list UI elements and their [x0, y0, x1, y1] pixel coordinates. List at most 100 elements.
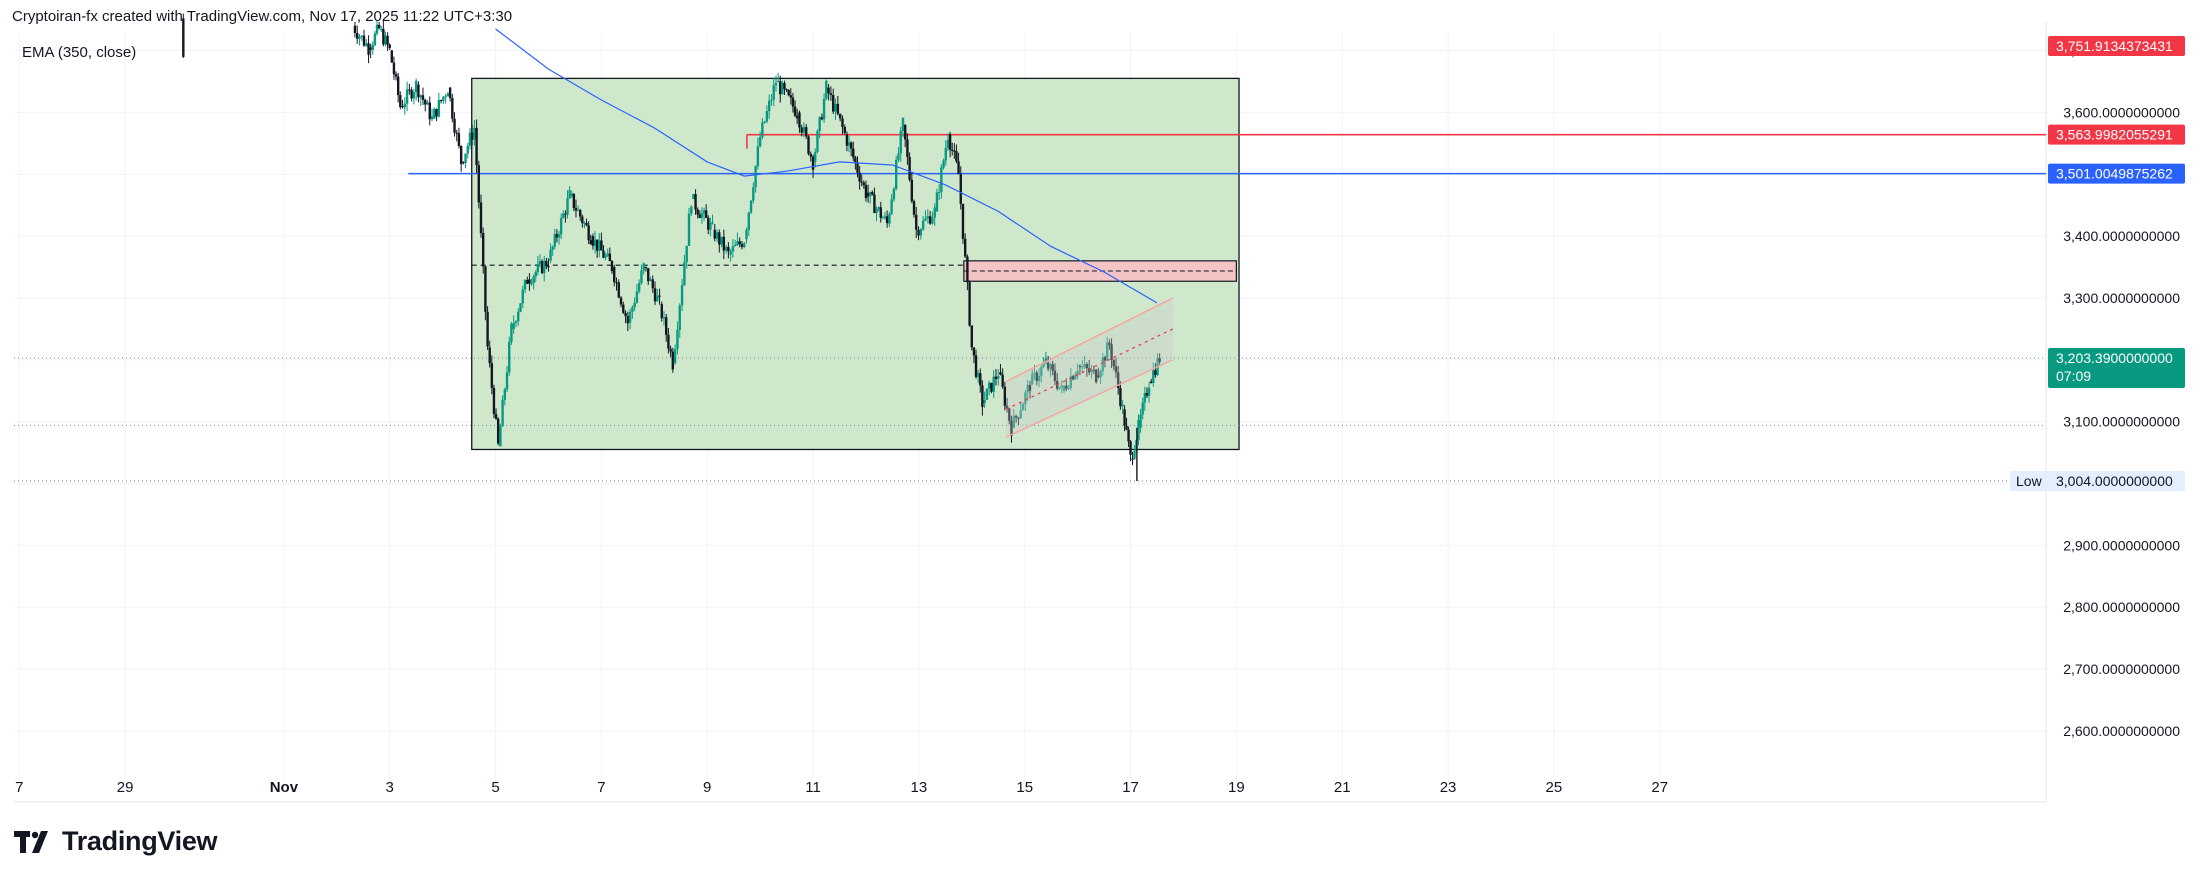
candle-body: [390, 50, 394, 63]
candle-body: [1008, 408, 1011, 421]
candle-body: [408, 89, 411, 91]
candle-body: [931, 217, 934, 224]
candle-body: [910, 179, 914, 202]
candle-body: [740, 244, 744, 248]
tradingview-logo-icon: [14, 830, 48, 853]
candle-body: [718, 232, 721, 245]
candle-body: [772, 85, 775, 100]
candle-body: [912, 201, 916, 215]
candle-body: [877, 207, 880, 209]
candle-body: [678, 305, 681, 330]
candle-body: [499, 426, 502, 447]
candle-body: [727, 246, 730, 252]
candle-body: [685, 245, 688, 263]
candle-body: [635, 291, 639, 303]
candle-body: [924, 218, 927, 221]
candle-body: [602, 250, 605, 258]
candle-body: [388, 44, 391, 49]
candle-body: [809, 153, 812, 157]
candle-body: [959, 174, 962, 204]
candle-body: [486, 311, 489, 347]
candle-body: [617, 282, 620, 298]
candle-body: [1058, 387, 1061, 389]
candle-body: [356, 33, 359, 39]
candle-body: [457, 133, 461, 147]
indicator-legend-ema[interactable]: EMA (350, close): [22, 44, 137, 61]
candle-body: [182, 18, 185, 57]
candle-body: [822, 98, 826, 120]
candle-body: [608, 253, 612, 262]
candle-body: [1060, 385, 1063, 388]
blue-level-badge: [2048, 163, 2185, 184]
candle-body: [1139, 414, 1142, 428]
candle-body: [505, 372, 509, 390]
candle-body: [1088, 368, 1091, 373]
candle-body: [1028, 384, 1032, 391]
candle-body: [642, 263, 645, 271]
candle-body: [981, 385, 984, 408]
candle-body: [669, 348, 672, 352]
candle-body: [795, 115, 799, 119]
y-tick-label: 2,800.0000000000: [2063, 599, 2180, 615]
candle-body: [935, 192, 939, 212]
candle-body: [439, 100, 443, 102]
candle-body: [1147, 387, 1151, 396]
candle-body: [752, 187, 755, 201]
candle-body: [386, 35, 389, 45]
candle-body: [622, 304, 625, 314]
candle-body: [720, 236, 723, 245]
candle-body: [591, 236, 595, 246]
candle-body: [1062, 385, 1066, 391]
candle-body: [704, 210, 708, 218]
candle-body: [624, 313, 627, 317]
candle-body: [1101, 357, 1104, 372]
candle-body: [937, 191, 941, 193]
candle-body: [1149, 381, 1153, 384]
candle-body: [430, 116, 434, 120]
y-tick-label: 2,700.0000000000: [2063, 661, 2180, 677]
candle-body: [999, 372, 1002, 375]
tradingview-logo[interactable]: TradingView: [14, 826, 218, 857]
x-tick-label: 13: [911, 779, 928, 796]
price-badges: 3,751.9134373431 3,563.9982055291 3,501.00…: [2010, 36, 2185, 492]
candle-body: [637, 282, 641, 292]
candle-body: [825, 80, 828, 99]
candle-body: [501, 399, 504, 427]
y-tick-label: 3,300.0000000000: [2063, 290, 2180, 306]
candle-body: [437, 100, 441, 117]
candle-body: [992, 376, 995, 392]
candle-body: [731, 246, 735, 252]
candle-body: [479, 202, 483, 234]
candle-body: [1105, 342, 1109, 361]
candle-body: [1097, 375, 1100, 378]
candle-body: [549, 249, 552, 261]
candle-body: [579, 210, 582, 217]
candle-body: [371, 45, 374, 50]
candle-body: [375, 24, 379, 34]
candle-body: [532, 276, 535, 284]
candle-body: [459, 146, 463, 165]
channel-lower-line: [1005, 359, 1174, 438]
candle-body: [761, 122, 764, 138]
candle-body: [921, 220, 925, 230]
candle-body: [702, 210, 706, 214]
candle-body: [534, 272, 537, 277]
candle-body: [785, 89, 788, 91]
candle-body: [709, 222, 712, 230]
channel-mid-line: [1005, 328, 1174, 410]
candle-body: [555, 233, 559, 238]
candle-body: [805, 127, 808, 137]
candle-body: [543, 260, 546, 274]
candle-body: [464, 153, 467, 163]
x-tick-label: 19: [1228, 779, 1245, 796]
candle-body: [915, 214, 918, 230]
candle-body: [1026, 384, 1029, 393]
candle-body: [671, 351, 675, 370]
candle-body: [800, 127, 803, 133]
candle-body: [858, 172, 861, 182]
candle-body: [1012, 415, 1015, 428]
candle-body: [1108, 342, 1111, 345]
candle-body: [553, 233, 557, 247]
candle-body: [781, 82, 784, 95]
